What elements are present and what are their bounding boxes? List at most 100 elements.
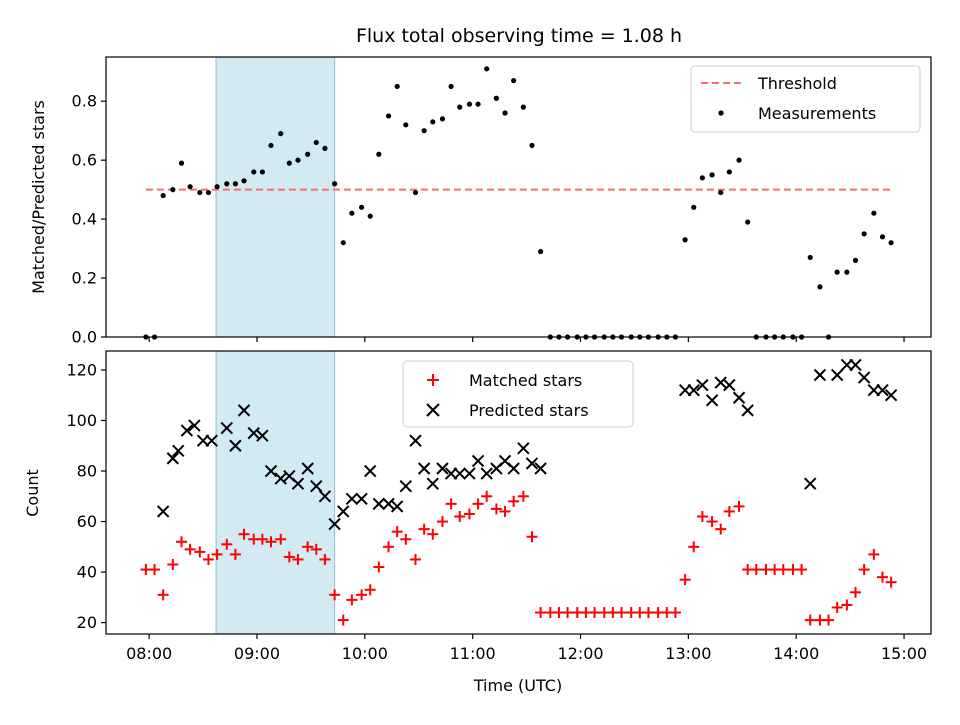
predicted-star-point — [205, 434, 218, 447]
measurement-point — [358, 204, 365, 210]
predicted-star-point — [849, 358, 862, 372]
bottom-ytick-label: 20 — [77, 613, 97, 632]
measurement-point — [214, 184, 220, 190]
measurement-point — [691, 204, 697, 210]
matched-star-point — [211, 548, 223, 560]
matched-star-point — [777, 564, 789, 576]
matched-star-point — [302, 541, 314, 553]
measurement-point — [295, 157, 301, 163]
matched-star-point — [517, 490, 529, 502]
top-ytick-label: 0.2 — [72, 269, 97, 288]
measurement-point — [538, 248, 544, 255]
measurement-point — [718, 189, 724, 196]
bottom-y-ticks: 20 40 60 80 100 120 — [66, 360, 106, 632]
top-axes-frame — [105, 56, 932, 338]
measurement-point — [421, 128, 427, 134]
predicted-star-point — [318, 490, 332, 503]
matched-star-point — [715, 523, 727, 535]
bottom-ytick-label: 60 — [77, 512, 97, 531]
measurement-point — [430, 119, 436, 125]
legend-threshold-label: Threshold — [757, 74, 837, 93]
bottom-y-axis-label: Count — [23, 469, 42, 517]
measurement-point — [403, 122, 409, 128]
bottom-xtick-label: 10:00 — [342, 644, 388, 663]
bottom-xtick-label: 12:00 — [557, 644, 603, 663]
measurement-point — [736, 157, 742, 163]
bottom-xtick-label: 09:00 — [234, 644, 280, 663]
predicted-star-point — [172, 444, 185, 458]
matched-star-point — [194, 546, 206, 558]
predicted-star-point — [463, 467, 476, 480]
chart-title: Flux total observing time = 1.08 h — [356, 25, 682, 47]
measurement-point — [349, 210, 355, 216]
measurement-point — [807, 254, 813, 261]
matched-star-point — [202, 553, 214, 565]
measurement-point — [160, 192, 166, 199]
matched-star-point — [490, 503, 502, 515]
matched-star-point — [310, 543, 322, 555]
matched-star-point — [391, 526, 403, 538]
predicted-star-point — [480, 467, 493, 480]
matched-star-point — [221, 538, 233, 550]
measurement-point — [484, 66, 490, 72]
measurement-point — [682, 237, 688, 243]
predicted-star-point — [166, 452, 180, 465]
measurement-point — [170, 187, 176, 193]
measurement-point — [726, 169, 732, 175]
predicted-star-point — [830, 368, 844, 382]
bottom-legend-box — [402, 360, 634, 428]
measurement-point — [699, 175, 705, 181]
matched-star-point — [337, 614, 349, 626]
matched-star-point — [796, 564, 808, 576]
matched-star-point — [346, 594, 358, 606]
matched-star-point — [589, 607, 601, 619]
predicted-star-point — [337, 505, 350, 518]
predicted-star-point — [390, 500, 404, 513]
predicted-star-point — [237, 404, 251, 417]
predicted-star-point — [884, 389, 898, 402]
matched-star-point — [804, 614, 816, 626]
matched-stars-points — [140, 490, 897, 626]
predicted-star-point — [364, 464, 377, 478]
matched-star-point — [418, 523, 430, 535]
predicted-star-point — [156, 505, 170, 518]
measurement-point — [187, 184, 193, 190]
measurement-point — [871, 210, 877, 216]
predicted-star-point — [714, 376, 727, 389]
predicted-star-point — [274, 472, 287, 485]
measurement-point — [475, 101, 481, 107]
matched-star-point — [427, 528, 439, 540]
measurement-point — [376, 151, 382, 157]
matched-star-point — [373, 561, 385, 573]
matched-star-point — [679, 574, 691, 586]
measurement-point — [305, 151, 311, 157]
matched-star-point — [265, 536, 277, 548]
matched-star-point — [400, 533, 412, 545]
matched-star-point — [723, 505, 735, 517]
predicted-star-point — [372, 497, 386, 511]
matched-star-point — [410, 553, 422, 565]
predicted-stars-points — [156, 358, 898, 531]
measurement-point — [502, 110, 508, 116]
measurement-point — [332, 181, 338, 187]
measurement-point — [178, 160, 185, 166]
matched-star-point — [454, 511, 466, 523]
measurement-point — [439, 116, 446, 122]
predicted-star-point — [247, 426, 260, 440]
matched-star-point — [229, 548, 241, 560]
predicted-star-point — [517, 442, 530, 455]
bottom-xtick-label: 08:00 — [126, 644, 172, 663]
bottom-ytick-label: 100 — [66, 411, 97, 430]
measurement-point — [466, 101, 473, 107]
predicted-star-point — [188, 419, 201, 432]
measurement-point — [205, 189, 212, 196]
measurement-point — [241, 178, 247, 184]
matched-star-point — [642, 607, 654, 619]
predicted-star-point — [256, 429, 269, 442]
measurement-point — [313, 139, 319, 146]
predicted-star-point — [426, 477, 439, 490]
measurement-point — [817, 284, 823, 290]
measurement-point — [448, 83, 454, 90]
predicted-star-point — [857, 371, 871, 384]
